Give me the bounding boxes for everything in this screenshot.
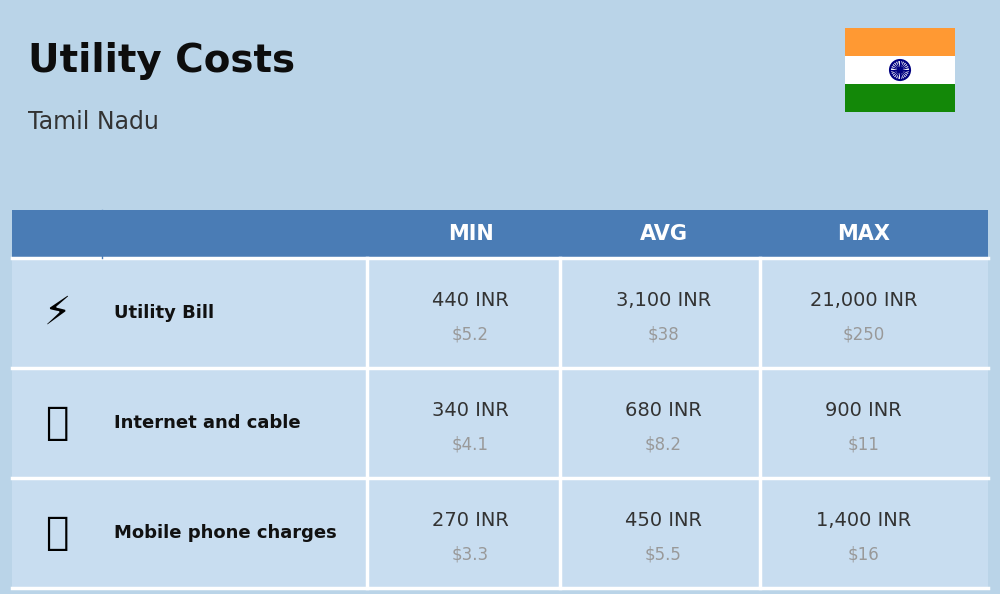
Bar: [12, 368, 988, 478]
Text: $11: $11: [848, 436, 879, 454]
Text: 340 INR: 340 INR: [432, 402, 509, 421]
Text: Internet and cable: Internet and cable: [114, 414, 301, 432]
Text: 21,000 INR: 21,000 INR: [810, 292, 917, 311]
Text: 900 INR: 900 INR: [825, 402, 902, 421]
Text: Utility Costs: Utility Costs: [28, 42, 295, 80]
Bar: [12, 478, 988, 588]
Text: 680 INR: 680 INR: [625, 402, 702, 421]
Text: MAX: MAX: [837, 224, 890, 244]
Text: 3,100 INR: 3,100 INR: [616, 292, 711, 311]
Text: $5.2: $5.2: [452, 326, 489, 344]
Text: 270 INR: 270 INR: [432, 511, 509, 530]
Text: $3.3: $3.3: [452, 546, 489, 564]
Text: MIN: MIN: [448, 224, 493, 244]
Text: Utility Bill: Utility Bill: [114, 304, 214, 322]
Bar: [12, 210, 988, 258]
Text: $8.2: $8.2: [645, 436, 682, 454]
Text: $38: $38: [648, 326, 679, 344]
Bar: [845, 28, 955, 56]
Bar: [12, 258, 988, 368]
Text: 1,400 INR: 1,400 INR: [816, 511, 911, 530]
Text: 450 INR: 450 INR: [625, 511, 702, 530]
Text: $250: $250: [842, 326, 885, 344]
Text: 📱: 📱: [45, 514, 69, 552]
Bar: [845, 84, 955, 112]
Text: 📶: 📶: [45, 404, 69, 442]
Text: Mobile phone charges: Mobile phone charges: [114, 524, 337, 542]
Text: $4.1: $4.1: [452, 436, 489, 454]
Text: ⚡: ⚡: [43, 294, 71, 332]
Text: $5.5: $5.5: [645, 546, 682, 564]
Text: $16: $16: [848, 546, 879, 564]
Text: Tamil Nadu: Tamil Nadu: [28, 110, 159, 134]
Text: AVG: AVG: [640, 224, 688, 244]
Circle shape: [898, 68, 902, 72]
Bar: [845, 56, 955, 84]
Text: 440 INR: 440 INR: [432, 292, 509, 311]
